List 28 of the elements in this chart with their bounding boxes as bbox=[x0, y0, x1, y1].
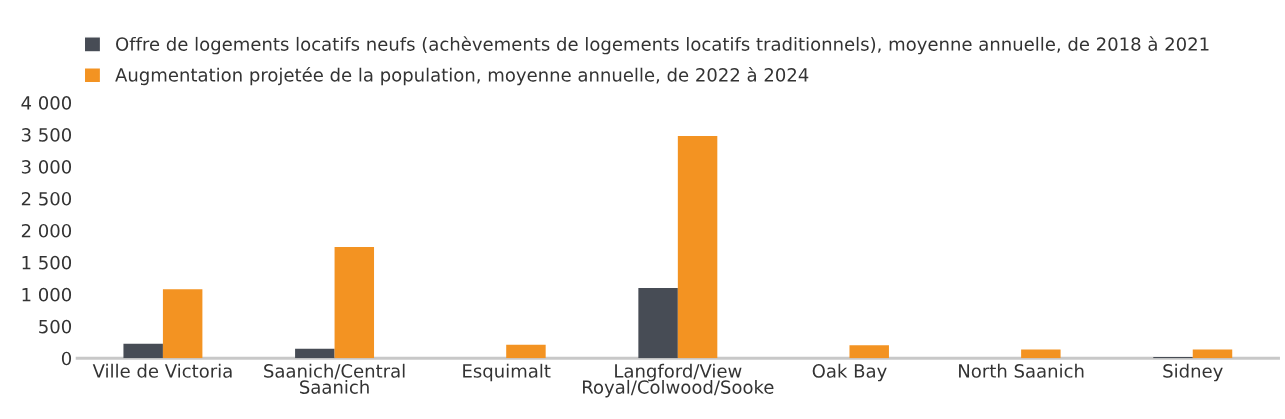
bar bbox=[1021, 349, 1061, 359]
bar bbox=[677, 135, 718, 359]
bar bbox=[1192, 349, 1233, 359]
y-tick-label: 500 bbox=[39, 319, 72, 334]
x-tick-label: Oak Bay bbox=[812, 363, 887, 382]
legend-label: Offre de logements locatifs neufs (achèvements de logements locatifs traditionnels), moyenne annuelle, de 2018 à 2021 bbox=[116, 36, 1209, 55]
y-tick-label: 0 bbox=[61, 351, 72, 366]
y-tick-label: 3 000 bbox=[21, 160, 72, 174]
x-tick-label: Esquimalt bbox=[463, 363, 551, 382]
bar bbox=[334, 247, 375, 359]
y-tick-label: 1 000 bbox=[22, 287, 72, 302]
bar bbox=[295, 348, 335, 359]
x-tick-label: Langford/View Royal/Colwood/Sooke bbox=[583, 363, 774, 398]
legend-label: Augmentation projetée de la population, moyenne annuelle, de 2022 à 2024 bbox=[115, 67, 809, 86]
bar bbox=[162, 289, 203, 359]
x-tick-label: Ville de Victoria bbox=[92, 363, 232, 378]
x-tick-label: Saanich/Central Saanich bbox=[264, 363, 405, 394]
y-tick-label: 3 500 bbox=[21, 128, 72, 142]
bar bbox=[506, 344, 546, 359]
y-tick-label: 1 500 bbox=[22, 255, 72, 270]
bar bbox=[638, 287, 678, 359]
x-tick-label: North Saanich bbox=[959, 363, 1084, 378]
y-tick-label: 2 000 bbox=[21, 223, 72, 238]
y-tick-label: 4 000 bbox=[21, 96, 72, 110]
bar bbox=[849, 345, 889, 359]
y-tick-label: 2 500 bbox=[21, 191, 72, 206]
x-tick-label: Sidney bbox=[1163, 363, 1223, 382]
bar bbox=[123, 343, 163, 359]
